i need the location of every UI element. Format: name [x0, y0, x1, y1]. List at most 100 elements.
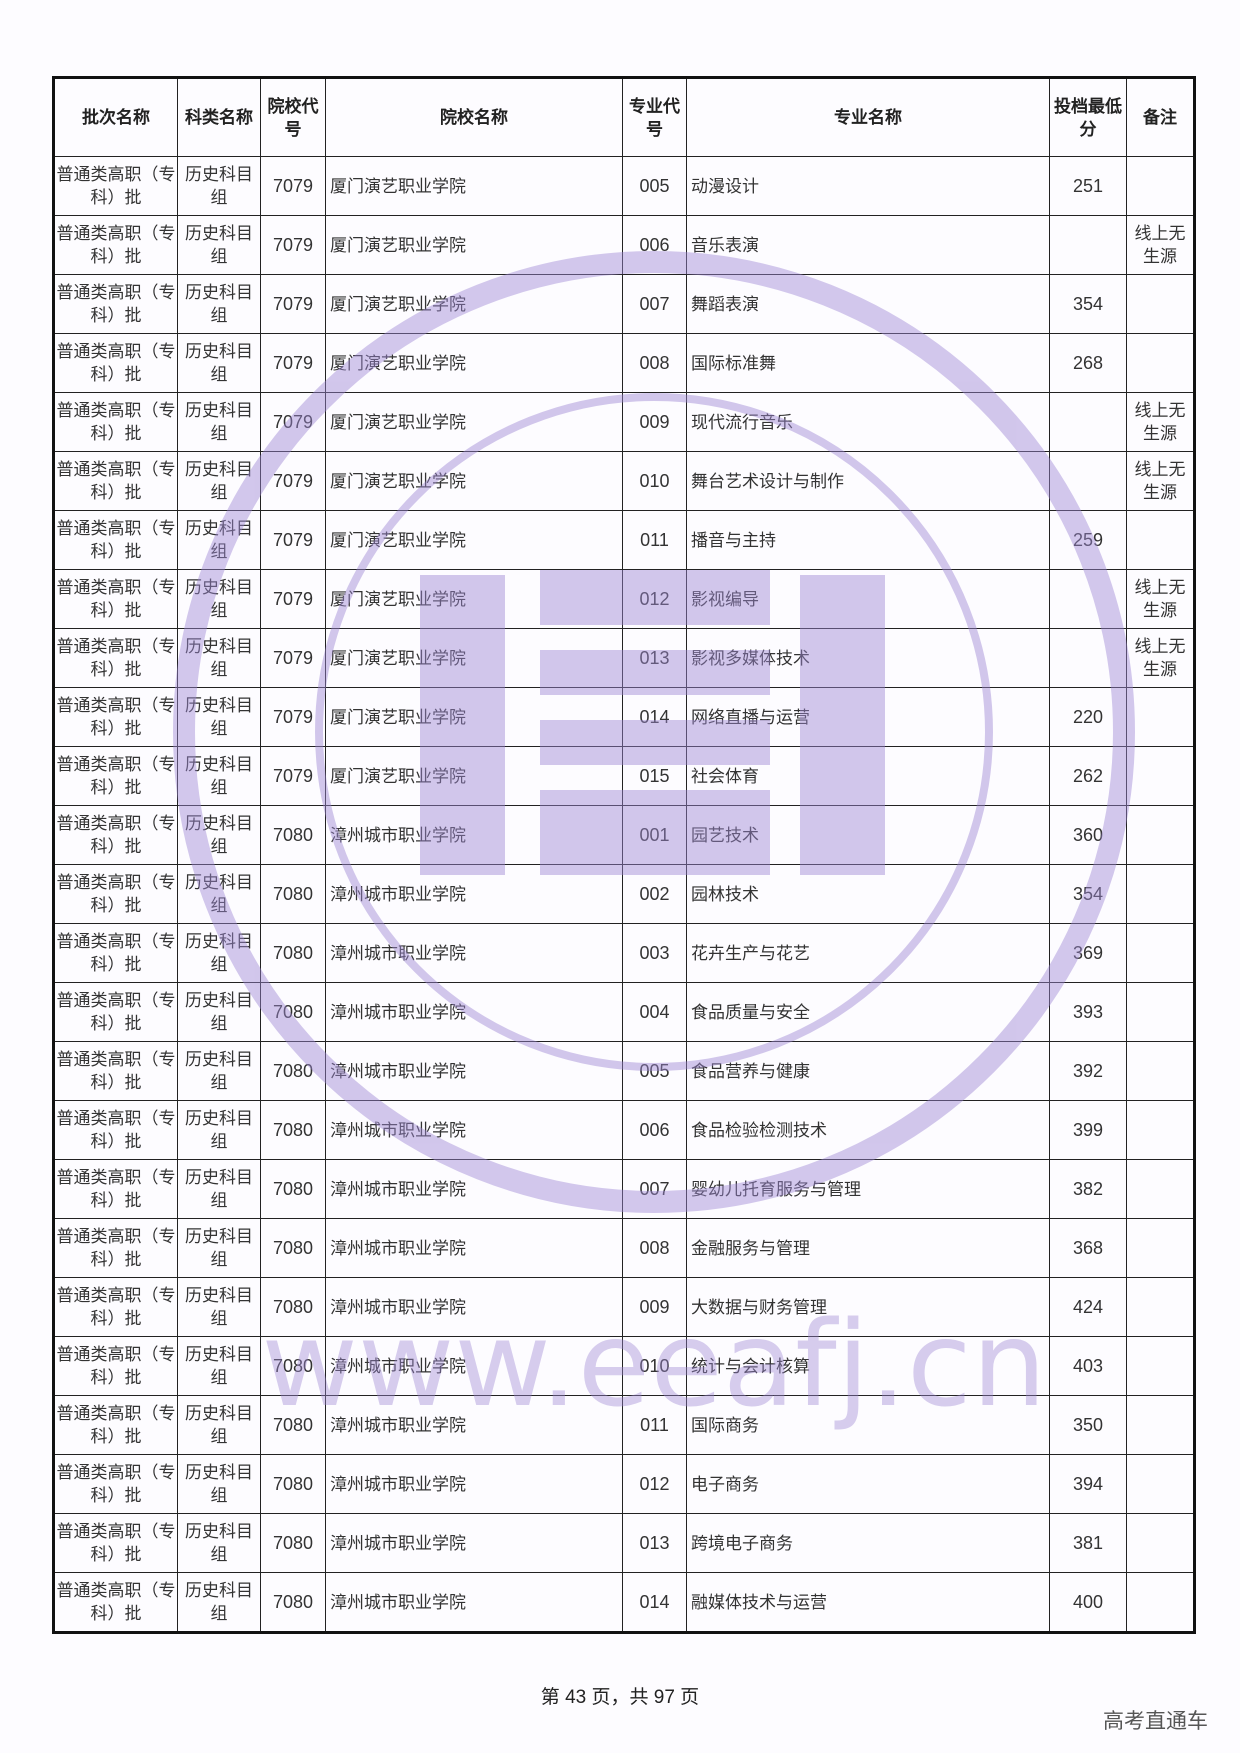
cell-school-name: 厦门演艺职业学院 [325, 569, 623, 629]
cell-subject: 历史科目组 [177, 805, 261, 865]
cell-min-score: 360 [1049, 805, 1127, 865]
cell-subject: 历史科目组 [177, 687, 261, 747]
cell-batch: 普通类高职（专科）批 [53, 1218, 178, 1278]
cell-major-name: 园林技术 [686, 864, 1050, 924]
cell-school-name: 厦门演艺职业学院 [325, 215, 623, 275]
cell-school-name: 厦门演艺职业学院 [325, 274, 623, 334]
cell-subject: 历史科目组 [177, 1572, 261, 1633]
cell-subject: 历史科目组 [177, 451, 261, 511]
cell-note [1126, 805, 1195, 865]
cell-batch: 普通类高职（专科）批 [53, 274, 178, 334]
cell-batch: 普通类高职（专科）批 [53, 923, 178, 983]
cell-min-score: 354 [1049, 864, 1127, 924]
cell-subject: 历史科目组 [177, 982, 261, 1042]
cell-min-score [1049, 392, 1127, 452]
cell-school-name: 漳州城市职业学院 [325, 1277, 623, 1337]
cell-major-name: 动漫设计 [686, 156, 1050, 216]
cell-subject: 历史科目组 [177, 923, 261, 983]
cell-school-code: 7079 [260, 628, 326, 688]
cell-major-name: 统计与会计核算 [686, 1336, 1050, 1396]
cell-batch: 普通类高职（专科）批 [53, 569, 178, 629]
cell-subject: 历史科目组 [177, 628, 261, 688]
table-row: 普通类高职（专科）批 历史科目组 7080 漳州城市职业学院 011 国际商务 350 [53, 1395, 1195, 1455]
cell-note: 线上无生源 [1126, 628, 1195, 688]
cell-min-score: 399 [1049, 1100, 1127, 1160]
cell-major-name: 融媒体技术与运营 [686, 1572, 1050, 1633]
cell-school-code: 7080 [260, 1277, 326, 1337]
table-row: 普通类高职（专科）批 历史科目组 7079 厦门演艺职业学院 009 现代流行音乐 线上无生… [53, 392, 1195, 452]
cell-major-code: 013 [622, 628, 687, 688]
cell-batch: 普通类高职（专科）批 [53, 1100, 178, 1160]
cell-note [1126, 1277, 1195, 1337]
cell-school-code: 7080 [260, 1572, 326, 1633]
cell-major-code: 006 [622, 215, 687, 275]
cell-major-code: 012 [622, 1454, 687, 1514]
table-row: 普通类高职（专科）批 历史科目组 7080 漳州城市职业学院 014 融媒体技术与运营 40… [53, 1572, 1195, 1633]
cell-batch: 普通类高职（专科）批 [53, 333, 178, 393]
cell-batch: 普通类高职（专科）批 [53, 156, 178, 216]
cell-batch: 普通类高职（专科）批 [53, 451, 178, 511]
cell-school-name: 厦门演艺职业学院 [325, 510, 623, 570]
cell-note [1126, 1454, 1195, 1514]
cell-major-name: 食品营养与健康 [686, 1041, 1050, 1101]
cell-subject: 历史科目组 [177, 156, 261, 216]
cell-note [1126, 1513, 1195, 1573]
admission-score-table: 批次名称 科类名称 院校代号 院校名称 专业代号 专业名称 投档最低分 备注 普通类高职（专科… [52, 76, 1196, 1634]
cell-note: 线上无生源 [1126, 392, 1195, 452]
table-row: 普通类高职（专科）批 历史科目组 7079 厦门演艺职业学院 010 舞台艺术设计与制作 线… [53, 451, 1195, 511]
table-row: 普通类高职（专科）批 历史科目组 7080 漳州城市职业学院 008 金融服务与管理 368 [53, 1218, 1195, 1278]
cell-major-name: 音乐表演 [686, 215, 1050, 275]
cell-major-code: 009 [622, 1277, 687, 1337]
cell-min-score: 369 [1049, 923, 1127, 983]
cell-major-code: 008 [622, 1218, 687, 1278]
cell-batch: 普通类高职（专科）批 [53, 1395, 178, 1455]
cell-school-name: 漳州城市职业学院 [325, 1336, 623, 1396]
table-header-row: 批次名称 科类名称 院校代号 院校名称 专业代号 专业名称 投档最低分 备注 [53, 77, 1195, 157]
cell-school-code: 7080 [260, 982, 326, 1042]
cell-subject: 历史科目组 [177, 1100, 261, 1160]
cell-school-name: 漳州城市职业学院 [325, 1100, 623, 1160]
cell-school-code: 7079 [260, 569, 326, 629]
table-row: 普通类高职（专科）批 历史科目组 7079 厦门演艺职业学院 015 社会体育 262 [53, 746, 1195, 806]
cell-note [1126, 1041, 1195, 1101]
cell-school-code: 7079 [260, 392, 326, 452]
table-row: 普通类高职（专科）批 历史科目组 7080 漳州城市职业学院 003 花卉生产与花艺 369 [53, 923, 1195, 983]
cell-major-code: 010 [622, 451, 687, 511]
cell-major-code: 002 [622, 864, 687, 924]
cell-school-name: 厦门演艺职业学院 [325, 628, 623, 688]
cell-school-name: 漳州城市职业学院 [325, 1513, 623, 1573]
cell-school-name: 漳州城市职业学院 [325, 805, 623, 865]
cell-school-name: 漳州城市职业学院 [325, 923, 623, 983]
cell-subject: 历史科目组 [177, 1395, 261, 1455]
table-row: 普通类高职（专科）批 历史科目组 7079 厦门演艺职业学院 012 影视编导 线上无生源 [53, 569, 1195, 629]
cell-school-name: 漳州城市职业学院 [325, 1395, 623, 1455]
cell-school-name: 厦门演艺职业学院 [325, 156, 623, 216]
cell-batch: 普通类高职（专科）批 [53, 510, 178, 570]
table-row: 普通类高职（专科）批 历史科目组 7080 漳州城市职业学院 006 食品检验检测技术 39… [53, 1100, 1195, 1160]
table-row: 普通类高职（专科）批 历史科目组 7080 漳州城市职业学院 007 婴幼儿托育服务与管理… [53, 1159, 1195, 1219]
cell-batch: 普通类高职（专科）批 [53, 746, 178, 806]
cell-min-score [1049, 569, 1127, 629]
cell-school-code: 7080 [260, 805, 326, 865]
cell-batch: 普通类高职（专科）批 [53, 1041, 178, 1101]
cell-major-name: 食品检验检测技术 [686, 1100, 1050, 1160]
cell-school-name: 漳州城市职业学院 [325, 982, 623, 1042]
cell-subject: 历史科目组 [177, 1218, 261, 1278]
cell-school-name: 漳州城市职业学院 [325, 1218, 623, 1278]
cell-school-name: 厦门演艺职业学院 [325, 746, 623, 806]
cell-major-name: 国际商务 [686, 1395, 1050, 1455]
cell-school-name: 厦门演艺职业学院 [325, 687, 623, 747]
cell-subject: 历史科目组 [177, 1454, 261, 1514]
cell-major-code: 011 [622, 510, 687, 570]
table-row: 普通类高职（专科）批 历史科目组 7080 漳州城市职业学院 013 跨境电子商务 381 [53, 1513, 1195, 1573]
cell-school-code: 7079 [260, 451, 326, 511]
table-row: 普通类高职（专科）批 历史科目组 7079 厦门演艺职业学院 013 影视多媒体技术 线上无… [53, 628, 1195, 688]
cell-major-name: 花卉生产与花艺 [686, 923, 1050, 983]
cell-min-score: 400 [1049, 1572, 1127, 1633]
header-major-name: 专业名称 [686, 77, 1050, 157]
cell-batch: 普通类高职（专科）批 [53, 1277, 178, 1337]
cell-school-name: 漳州城市职业学院 [325, 1454, 623, 1514]
header-school-name: 院校名称 [325, 77, 623, 157]
page-number: 第 43 页，共 97 页 [540, 1687, 700, 1708]
cell-note [1126, 982, 1195, 1042]
